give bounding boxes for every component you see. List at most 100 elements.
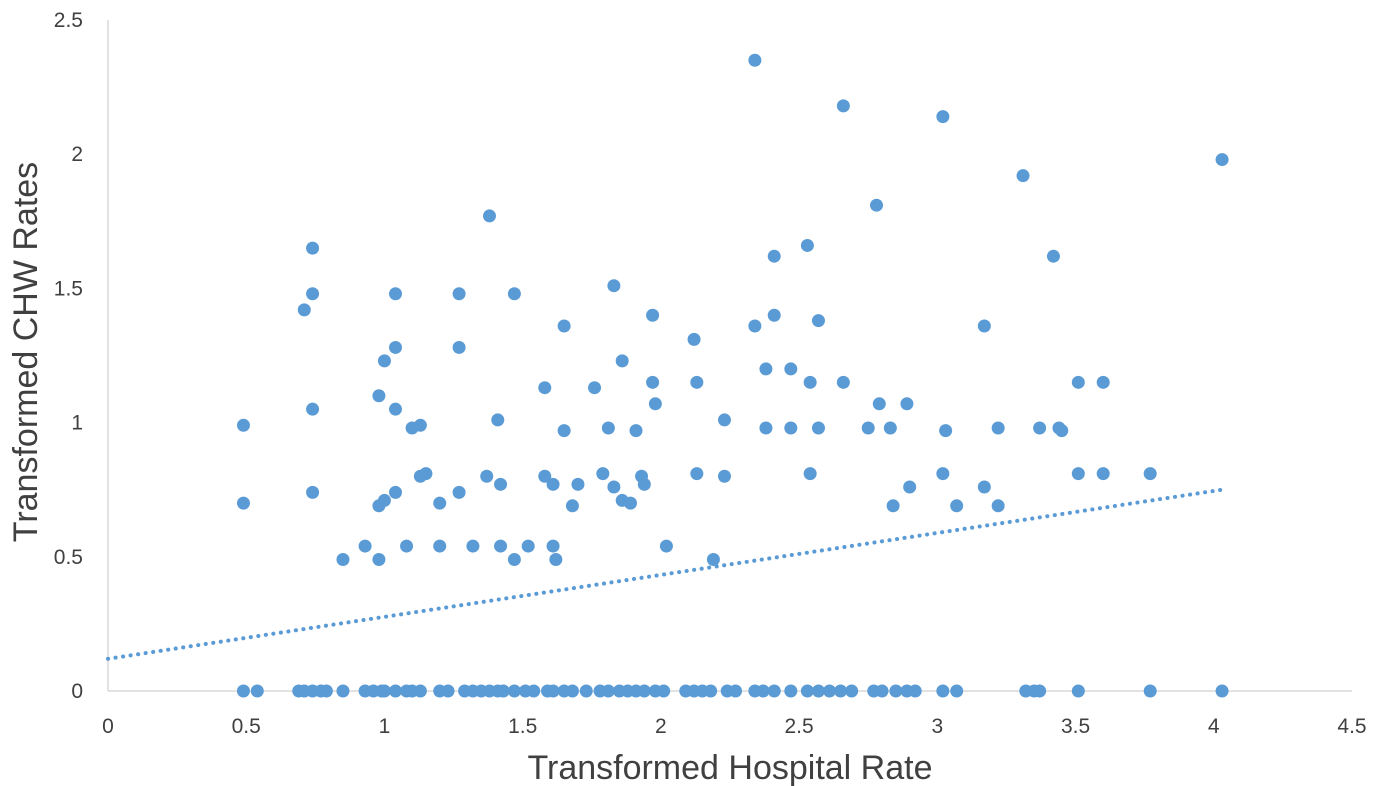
data-point — [236, 418, 250, 432]
data-point — [452, 340, 466, 354]
x-axis-title: Transformed Hospital Rate — [527, 749, 932, 786]
data-point — [883, 421, 897, 435]
y-tick-label: 1.5 — [54, 277, 83, 300]
data-point — [648, 397, 662, 411]
data-point — [803, 467, 817, 481]
data-point — [1016, 169, 1030, 183]
y-tick-label: 1 — [71, 412, 83, 435]
data-point — [557, 319, 571, 333]
data-point — [571, 477, 585, 491]
x-tick-label: 3.5 — [1061, 715, 1090, 738]
data-point — [546, 539, 560, 553]
data-point — [494, 477, 508, 491]
data-point — [646, 375, 660, 389]
data-point — [306, 485, 320, 499]
x-tick-label: 4 — [1208, 715, 1220, 738]
data-point — [452, 485, 466, 499]
data-point — [1033, 421, 1047, 435]
data-point — [306, 241, 320, 255]
data-point — [596, 467, 610, 481]
data-point — [784, 421, 798, 435]
data-point — [565, 499, 579, 513]
y-tick-labels: 0 0.5 1 1.5 2 2.5 — [54, 9, 83, 703]
data-point — [413, 684, 427, 698]
data-point — [377, 493, 391, 507]
data-point — [336, 552, 350, 566]
data-point — [637, 684, 651, 698]
data-point — [767, 308, 781, 322]
data-point — [496, 684, 510, 698]
data-point — [939, 424, 953, 438]
data-point — [717, 413, 731, 427]
data-point — [900, 397, 914, 411]
data-point — [756, 684, 770, 698]
data-point — [527, 684, 541, 698]
data-point — [557, 424, 571, 438]
data-point — [784, 362, 798, 376]
data-point — [372, 389, 386, 403]
data-point — [601, 684, 615, 698]
data-point — [546, 684, 560, 698]
data-point — [845, 684, 859, 698]
data-point — [659, 539, 673, 553]
data-point — [389, 402, 403, 416]
data-point — [1071, 375, 1085, 389]
data-point — [800, 684, 814, 698]
data-point — [657, 684, 671, 698]
data-point — [1096, 375, 1110, 389]
data-point — [494, 539, 508, 553]
data-point — [836, 99, 850, 113]
data-point — [441, 684, 455, 698]
data-point — [389, 287, 403, 301]
data-point — [419, 467, 433, 481]
data-point — [991, 421, 1005, 435]
y-axis-title: Transformed CHW Rates — [7, 162, 45, 542]
trendline-group — [106, 487, 1225, 661]
data-point — [886, 499, 900, 513]
data-point — [507, 684, 521, 698]
data-point — [538, 469, 552, 483]
data-point — [950, 499, 964, 513]
y-tick-label: 2 — [71, 143, 83, 166]
data-point — [400, 539, 414, 553]
data-point — [389, 340, 403, 354]
data-point — [433, 539, 447, 553]
data-point — [358, 539, 372, 553]
data-point — [1096, 467, 1110, 481]
axes — [107, 20, 1352, 692]
data-point — [690, 467, 704, 481]
data-point — [800, 238, 814, 252]
data-point — [565, 684, 579, 698]
data-point — [306, 402, 320, 416]
data-point — [1055, 424, 1069, 438]
data-point — [480, 469, 494, 483]
x-tick-label: 1 — [379, 715, 391, 738]
data-point — [452, 287, 466, 301]
data-point — [759, 362, 773, 376]
data-point — [607, 279, 621, 293]
data-point — [250, 684, 264, 698]
data-point — [875, 684, 889, 698]
trendline — [106, 487, 1225, 661]
data-point — [405, 421, 419, 435]
data-point — [372, 552, 386, 566]
data-point — [977, 319, 991, 333]
x-tick-label: 1.5 — [508, 715, 537, 738]
data-point — [889, 684, 903, 698]
data-points — [236, 53, 1229, 698]
data-point — [1215, 684, 1229, 698]
data-point — [977, 480, 991, 494]
data-point — [637, 477, 651, 491]
data-point — [861, 421, 875, 435]
data-point — [1071, 684, 1085, 698]
data-point — [767, 684, 781, 698]
data-point — [811, 684, 825, 698]
data-point — [748, 53, 762, 67]
data-point — [615, 354, 629, 368]
data-point — [836, 375, 850, 389]
data-point — [811, 421, 825, 435]
data-point — [297, 303, 311, 317]
data-point — [521, 539, 535, 553]
data-point — [579, 684, 593, 698]
